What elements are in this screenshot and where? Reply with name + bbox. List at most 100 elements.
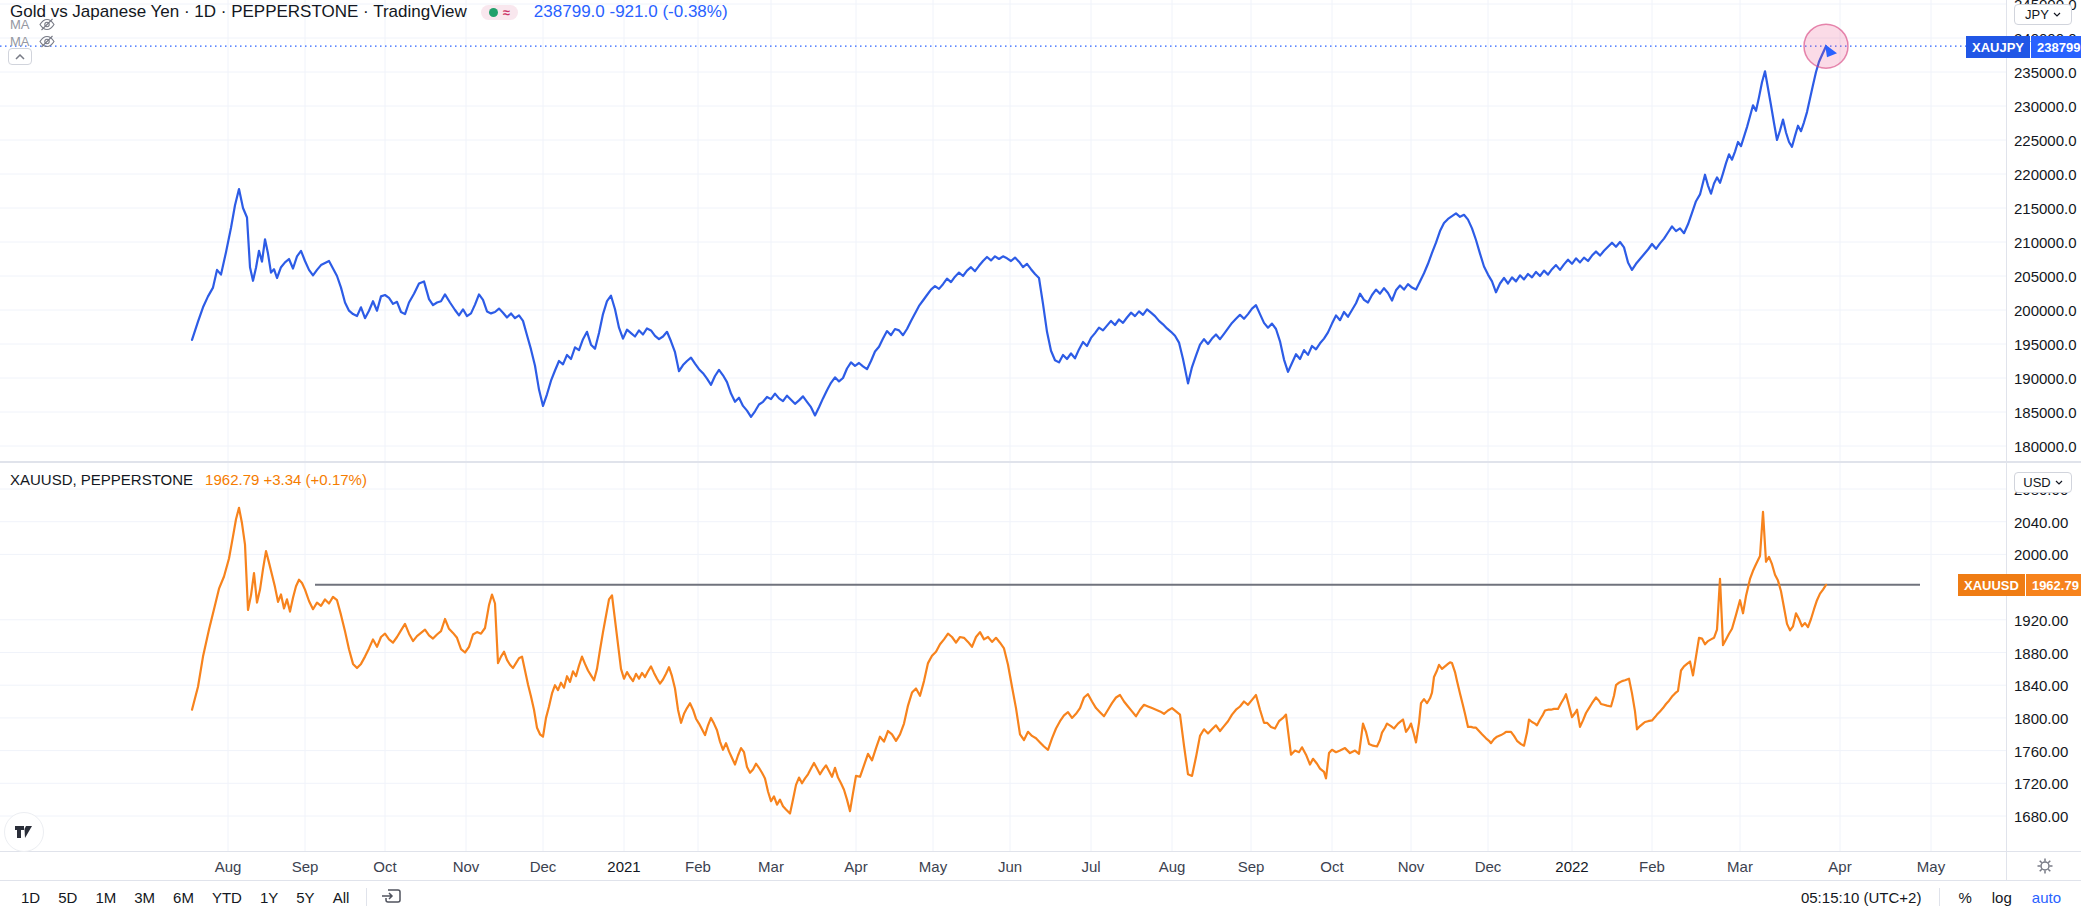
price-tick-label: 1680.00 — [2014, 808, 2068, 825]
auto-scale-toggle[interactable]: auto — [2022, 889, 2071, 906]
price-tick-label: 205000.0 — [2014, 268, 2077, 285]
go-to-date-icon — [381, 887, 403, 905]
bottom-toolbar: 1D5D1M3M6MYTD1Y5YAll 05:15:10 (UTC+2) % … — [0, 880, 2081, 912]
price-tick-label: 2000.00 — [2014, 546, 2068, 563]
chart-title[interactable]: Gold vs Japanese Yen · 1D · PEPPERSTONE … — [10, 2, 467, 22]
price-tick-label: 230000.0 — [2014, 98, 2077, 115]
xaujpy-quote-values: 238799.0 -921.0 (-0.38%) — [534, 2, 728, 22]
market-status-pill[interactable]: ≈ — [481, 5, 518, 20]
chevron-down-icon — [2055, 480, 2063, 485]
range-button-ytd[interactable]: YTD — [203, 885, 251, 910]
xauusd-quote-values: 1962.79 +3.34 (+0.17%) — [205, 471, 367, 488]
percent-scale-toggle[interactable]: % — [1948, 889, 1981, 906]
price-tick-label: 195000.0 — [2014, 336, 2077, 353]
scale-settings-corner[interactable] — [2006, 852, 2081, 880]
time-axis-month-label: Oct — [1320, 858, 1343, 875]
gear-icon — [2036, 857, 2054, 875]
date-range-buttons: 1D5D1M3M6MYTD1Y5YAll — [0, 885, 358, 910]
time-axis-month-label: Nov — [453, 858, 480, 875]
symbol-legend: Gold vs Japanese Yen · 1D · PEPPERSTONE … — [10, 2, 728, 22]
xaujpy-badge-label: XAUJPY — [1966, 36, 2030, 58]
time-axis-month-label: Sep — [1238, 858, 1265, 875]
range-button-3m[interactable]: 3M — [125, 885, 164, 910]
price-tick-label: 1720.00 — [2014, 775, 2068, 792]
time-axis-month-label: Oct — [373, 858, 396, 875]
go-to-date-button[interactable] — [375, 885, 409, 910]
legend-collapse-button[interactable] — [8, 48, 32, 65]
xaujpy-badge-value: 238799.0 — [2031, 36, 2081, 58]
tradingview-chart-window: Gold vs Japanese Yen · 1D · PEPPERSTONE … — [0, 0, 2081, 912]
range-button-6m[interactable]: 6M — [164, 885, 203, 910]
chart-canvas[interactable] — [0, 0, 2081, 912]
price-tick-label: 200000.0 — [2014, 302, 2077, 319]
time-axis-year-label: 2022 — [1555, 858, 1588, 875]
price-tick-label: 220000.0 — [2014, 166, 2077, 183]
xaujpy-line-series[interactable] — [192, 46, 1826, 417]
time-axis[interactable]: AugSepOctNovDec2021FebMarAprMayJunJulAug… — [0, 852, 2006, 880]
price-tick-label: 1920.00 — [2014, 612, 2068, 629]
delayed-data-icon: ≈ — [503, 8, 510, 17]
price-scale[interactable]: 245000.0240000.0235000.0230000.0225000.0… — [2006, 0, 2081, 880]
xaujpy-price-badge: XAUJPY 238799.0 — [1966, 36, 2081, 58]
time-axis-month-label: Jun — [998, 858, 1022, 875]
time-axis-month-label: May — [1917, 858, 1945, 875]
time-axis-month-label: Dec — [530, 858, 557, 875]
time-axis-month-label: Mar — [758, 858, 784, 875]
toolbar-divider — [366, 888, 367, 906]
time-axis-month-label: Mar — [1727, 858, 1753, 875]
range-button-all[interactable]: All — [324, 885, 359, 910]
pane2-legend: XAUUSD, PEPPERSTONE 1962.79 +3.34 (+0.17… — [10, 469, 367, 489]
xauusd-title[interactable]: XAUUSD, PEPPERSTONE — [10, 471, 193, 488]
time-axis-month-label: Nov — [1398, 858, 1425, 875]
time-axis-month-label: Feb — [1639, 858, 1665, 875]
range-button-1m[interactable]: 1M — [86, 885, 125, 910]
price-tick-label: 1880.00 — [2014, 645, 2068, 662]
indicator-label: MA — [10, 17, 30, 32]
tradingview-logo[interactable] — [4, 812, 44, 852]
time-axis-month-label: Jul — [1081, 858, 1100, 875]
range-button-5d[interactable]: 5D — [49, 885, 86, 910]
currency-label-usd: USD — [2023, 475, 2050, 490]
time-axis-month-label: Dec — [1475, 858, 1502, 875]
price-tick-label: 210000.0 — [2014, 234, 2077, 251]
xauusd-line-series[interactable] — [192, 508, 1826, 814]
price-tick-label: 1760.00 — [2014, 743, 2068, 760]
xauusd-price-badge: XAUUSD 1962.79 — [1958, 574, 2081, 596]
chevron-up-icon — [15, 54, 25, 60]
price-tick-label: 180000.0 — [2014, 438, 2077, 455]
price-tick-label: 185000.0 — [2014, 404, 2077, 421]
xauusd-badge-value: 1962.79 — [2026, 574, 2081, 596]
eye-off-icon[interactable] — [39, 35, 55, 48]
price-tick-label: 2040.00 — [2014, 514, 2068, 531]
indicator-row-ma[interactable]: MA — [10, 33, 55, 49]
clock[interactable]: 05:15:10 (UTC+2) — [1791, 889, 1931, 906]
currency-selector-usd[interactable]: USD — [2014, 472, 2072, 493]
time-axis-month-label: Aug — [1159, 858, 1186, 875]
market-open-dot — [489, 8, 498, 17]
log-scale-toggle[interactable]: log — [1982, 889, 2022, 906]
tradingview-logo-icon — [14, 822, 34, 842]
time-axis-month-label: Apr — [1828, 858, 1851, 875]
time-axis-month-label: May — [919, 858, 947, 875]
price-tick-label: 190000.0 — [2014, 370, 2077, 387]
indicator-label: MA — [10, 34, 30, 49]
price-tick-label: 215000.0 — [2014, 200, 2077, 217]
toolbar-divider — [1939, 888, 1940, 906]
price-tick-label: 225000.0 — [2014, 132, 2077, 149]
range-button-5y[interactable]: 5Y — [287, 885, 323, 910]
price-tick-label: 1800.00 — [2014, 710, 2068, 727]
toolbar-right: 05:15:10 (UTC+2) % log auto — [1791, 888, 2081, 906]
price-tick-label: 235000.0 — [2014, 64, 2077, 81]
time-axis-month-label: Apr — [844, 858, 867, 875]
eye-off-icon[interactable] — [39, 18, 55, 31]
time-axis-month-label: Feb — [685, 858, 711, 875]
time-axis-month-label: Sep — [292, 858, 319, 875]
range-button-1y[interactable]: 1Y — [251, 885, 287, 910]
range-button-1d[interactable]: 1D — [12, 885, 49, 910]
time-axis-separator — [0, 851, 2081, 852]
price-tick-label: 1840.00 — [2014, 677, 2068, 694]
chevron-down-icon — [2053, 12, 2061, 17]
pane-separator[interactable] — [0, 461, 2081, 463]
indicator-row-ma[interactable]: MA — [10, 16, 55, 32]
currency-selector-jpy[interactable]: JPY — [2014, 4, 2072, 25]
